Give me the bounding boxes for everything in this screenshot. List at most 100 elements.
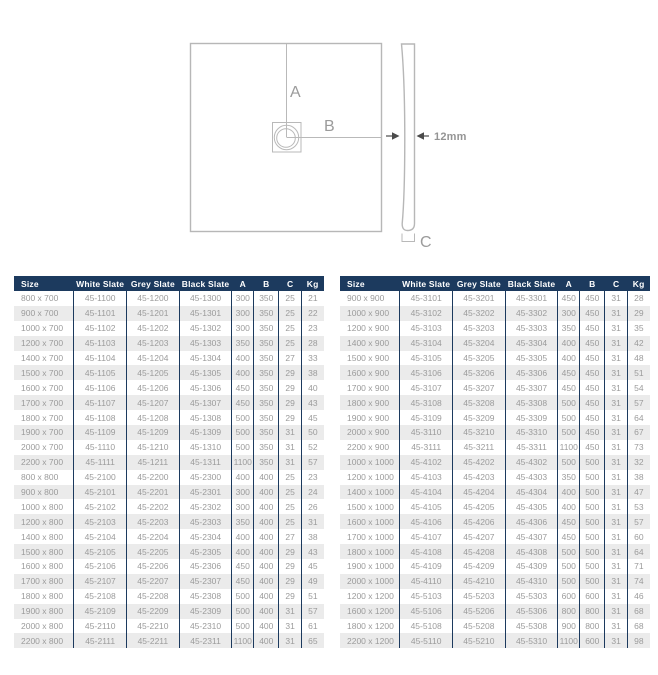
size-cell: 1400 x 700 [21, 353, 64, 363]
product-code-cell: 45-3302 [504, 305, 558, 321]
size-cell: 1800 x 700 [21, 412, 64, 423]
dimension-cell: 400 [253, 529, 279, 545]
product-code-cell: 45-1209 [126, 425, 180, 440]
dimension-cell: 25 [278, 305, 302, 321]
table-row: 1400 x 800 45-2104 45-2204 45-2304 400 400 27 3… [14, 529, 324, 545]
dimension-cell: 500 [557, 559, 580, 574]
product-code-cell: 45-1109 [73, 425, 127, 440]
weight-cell: 31 [300, 514, 324, 530]
product-code-cell: 45-3310 [504, 425, 558, 440]
dimension-cell: 350 [231, 335, 254, 351]
size-cell: 1800 x 900 [347, 397, 390, 408]
product-code-cell: 45-1105 [73, 365, 127, 381]
dim-bracket-c [401, 233, 415, 242]
weight-cell: 38 [626, 469, 650, 485]
product-code-cell: 45-1107 [73, 395, 127, 411]
dimension-cell: 300 [557, 305, 580, 321]
dimension-cell: 31 [604, 603, 628, 619]
dimension-cell: 31 [604, 305, 628, 321]
product-code-cell: 45-2302 [178, 499, 232, 515]
table-row: 1500 x 800 45-2105 45-2205 45-2305 400 400 29 4… [14, 544, 324, 560]
size-cell: 2000 x 700 [21, 442, 64, 453]
dimension-cell: 25 [278, 469, 302, 485]
size-table-900-1200: Size White Slate Grey Slate Black Slate … [340, 276, 650, 649]
product-code-cell: 45-3106 [399, 365, 453, 381]
weight-cell: 24 [300, 484, 324, 500]
dimension-cell: 500 [557, 410, 580, 426]
size-table-700-800: Size White Slate Grey Slate Black Slate … [14, 276, 324, 649]
product-code-cell: 45-4107 [399, 529, 453, 545]
dimension-cell: 450 [579, 410, 605, 426]
dim-label-a: A [290, 84, 301, 101]
product-code-cell: 45-2203 [126, 514, 180, 530]
weight-cell: 61 [300, 618, 324, 634]
product-code-cell: 45-1111 [73, 454, 127, 470]
dimension-cell: 400 [231, 544, 254, 560]
product-code-cell: 45-3203 [452, 320, 506, 336]
dimension-cell: 31 [278, 439, 302, 455]
size-cell: 1200 x 800 [21, 516, 64, 527]
dimension-cell: 500 [231, 618, 254, 634]
weight-cell: 42 [626, 335, 650, 351]
table-row: 2000 x 800 45-2110 45-2210 45-2310 500 400 31 6… [14, 618, 324, 634]
dimension-cell: 31 [604, 380, 628, 396]
product-code-cell: 45-1309 [178, 425, 232, 440]
size-cell: 1600 x 700 [21, 382, 64, 393]
product-code-cell: 45-2109 [73, 603, 127, 619]
dimension-cell: 500 [231, 588, 254, 604]
dimension-cell: 29 [278, 365, 302, 381]
product-code-cell: 45-5108 [399, 618, 453, 634]
dimension-cell: 500 [231, 425, 254, 440]
weight-cell: 43 [300, 395, 324, 411]
dimension-cell: 350 [253, 395, 279, 411]
dimension-cell: 31 [604, 365, 628, 381]
weight-cell: 64 [626, 544, 650, 560]
product-code-cell: 45-2307 [178, 573, 232, 589]
table-header: Size White Slate Grey Slate Black Slate … [340, 276, 650, 291]
dimension-cell: 25 [278, 499, 302, 515]
table-body: 900 x 900 45-3101 45-3201 45-3301 450 450 31 28… [340, 291, 650, 649]
weight-cell: 46 [626, 588, 650, 604]
product-code-cell: 45-3209 [452, 410, 506, 426]
table-row: 1600 x 900 45-3106 45-3206 45-3306 450 450 31 5… [340, 365, 650, 381]
dimension-cell: 400 [253, 514, 279, 530]
product-code-cell: 45-2211 [126, 633, 180, 649]
product-code-cell: 45-3210 [452, 425, 506, 440]
weight-cell: 68 [626, 618, 650, 634]
dimension-cell: 500 [557, 454, 580, 470]
weight-cell: 29 [626, 305, 650, 321]
table-row: 1800 x 1200 45-5108 45-5208 45-5308 900 800 31… [340, 618, 650, 634]
dimension-cell: 400 [557, 350, 580, 366]
dimension-cell: 31 [278, 603, 302, 619]
product-code-cell: 45-2305 [178, 544, 232, 560]
dimension-cell: 450 [231, 559, 254, 574]
dimension-cell: 31 [278, 618, 302, 634]
product-code-cell: 45-2310 [178, 618, 232, 634]
weight-cell: 43 [300, 544, 324, 560]
dimension-cell: 300 [231, 305, 254, 321]
product-code-cell: 45-1203 [126, 335, 180, 351]
weight-cell: 38 [300, 365, 324, 381]
size-cell: 2200 x 800 [21, 635, 64, 646]
product-code-cell: 45-4309 [504, 559, 558, 574]
weight-cell: 47 [626, 484, 650, 500]
product-code-cell: 45-4304 [504, 484, 558, 500]
dimension-cell: 1100 [231, 633, 254, 649]
dimension-cell: 31 [278, 425, 302, 440]
product-code-cell: 45-1206 [126, 380, 180, 396]
dimension-cell: 400 [253, 544, 279, 560]
product-code-cell: 45-4308 [504, 544, 558, 560]
table-row: 800 x 700 45-1100 45-1200 45-1300 300 350 25 21 [14, 291, 324, 306]
thickness-label: 12mm [434, 131, 467, 143]
product-code-cell: 45-2108 [73, 588, 127, 604]
product-code-cell: 45-1202 [126, 320, 180, 336]
table-row: 1800 x 1000 45-4108 45-4208 45-4308 500 500 31… [340, 544, 650, 560]
table-row: 1200 x 1200 45-5103 45-5203 45-5303 600 600 31… [340, 588, 650, 604]
dimension-cell: 500 [231, 410, 254, 426]
table-row: 1800 x 800 45-2108 45-2208 45-2308 500 400 29 5… [14, 588, 324, 604]
dimension-cell: 800 [557, 603, 580, 619]
weight-cell: 71 [626, 559, 650, 574]
product-code-cell: 45-2105 [73, 544, 127, 560]
product-code-cell: 45-4108 [399, 544, 453, 560]
table-row: 1400 x 1000 45-4104 45-4204 45-4304 400 500 31… [340, 484, 650, 500]
